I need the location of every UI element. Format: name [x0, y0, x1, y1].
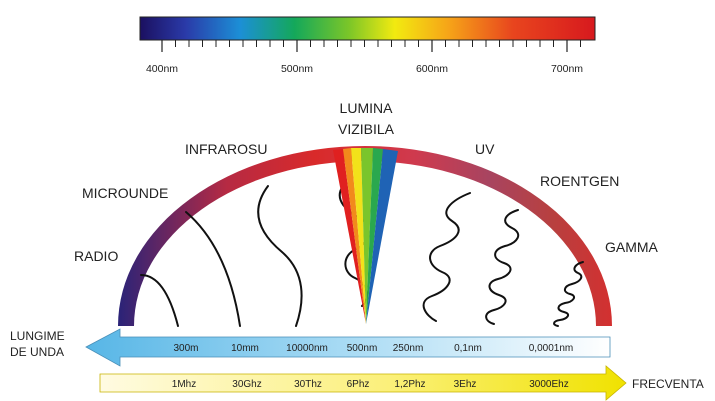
frequency-value: 30Thz: [294, 379, 322, 390]
frequency-label: FRECVENTA: [632, 377, 704, 391]
frequency-arrow-shape: [99, 365, 627, 401]
fan-band-blue: [366, 149, 398, 324]
tick-label-400nm: 400nm: [146, 63, 178, 75]
wavelength-label-line2: DE UNDA: [10, 345, 64, 359]
fan-band-red: [333, 149, 366, 324]
label-radio: RADIO: [74, 248, 118, 264]
label-visible-line2: VIZIBILA: [338, 121, 395, 137]
label-microwaves: MICROUNDE: [82, 185, 168, 201]
frequency-value: 1,2Phz: [394, 379, 425, 390]
visible-spectrum-scale: 400nm 500nm 600nm 700nm: [139, 16, 596, 75]
fan-band-teal: [366, 148, 383, 324]
frequency-value: 1Mhz: [172, 379, 196, 390]
wavelength-value: 10000nm: [286, 343, 328, 354]
frequency-value: 3000Ehz: [529, 379, 568, 390]
scale-ticks: [161, 40, 581, 52]
fan-band-green: [361, 148, 373, 324]
wave-radio: [140, 274, 179, 327]
wave-microwave: [185, 211, 241, 327]
label-infrared: INFRAROSU: [185, 141, 267, 157]
wavelength-value: 0,1nm: [454, 343, 482, 354]
label-uv: UV: [475, 141, 495, 157]
wavelength-value: 10mm: [231, 343, 259, 354]
wave-infrared: [257, 185, 303, 327]
wavelength-arrow: LUNGIME DE UNDA 300m 10mm 10000nm 500nm …: [10, 328, 611, 367]
frequency-value: 6Phz: [347, 379, 370, 390]
tick-label-700nm: 700nm: [551, 63, 583, 75]
wavelength-value: 500nm: [347, 343, 378, 354]
wave-uv: [422, 192, 471, 322]
label-gamma: GAMMA: [605, 239, 659, 255]
frequency-value: 30Ghz: [232, 379, 261, 390]
region-labels: RADIO MICROUNDE INFRAROSU LUMINA VIZIBIL…: [74, 100, 659, 264]
fan-band-orange: [343, 148, 366, 324]
wavelength-value: 250nm: [393, 343, 424, 354]
wavelength-label-line1: LUNGIME: [10, 329, 65, 343]
tick-label-600nm: 600nm: [416, 63, 448, 75]
wavelength-arrow-shape: [85, 328, 611, 367]
waves: [140, 185, 584, 327]
visible-light-fan: [333, 148, 398, 324]
wavelength-value: 0,0001nm: [529, 343, 573, 354]
wave-xray: [485, 209, 520, 325]
frequency-value: 3Ehz: [454, 379, 477, 390]
label-xray: ROENTGEN: [540, 173, 619, 189]
wave-gamma: [553, 261, 584, 327]
label-visible-line1: LUMINA: [340, 100, 394, 116]
tick-label-500nm: 500nm: [281, 63, 313, 75]
frequency-arrow: FRECVENTA 1Mhz 30Ghz 30Thz 6Phz 1,2Phz 3…: [99, 365, 704, 401]
wavelength-value: 300m: [173, 343, 198, 354]
spectrum-gradient-bar: [139, 16, 596, 41]
